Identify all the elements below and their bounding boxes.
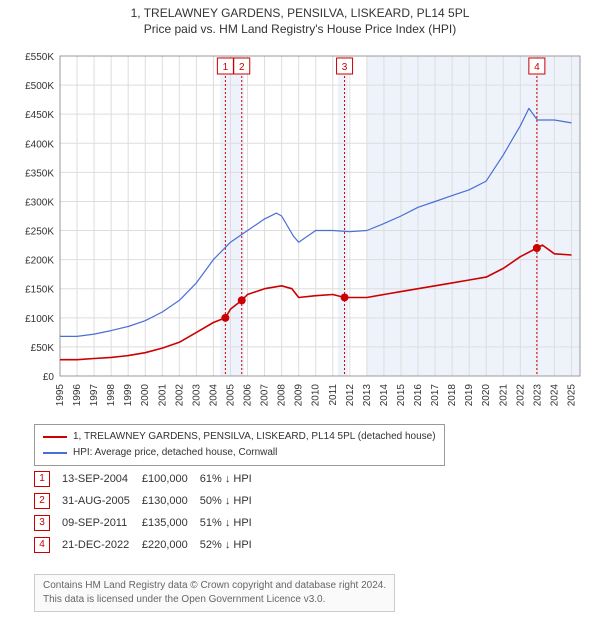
svg-text:2017: 2017: [430, 384, 441, 407]
svg-text:2022: 2022: [515, 384, 526, 407]
svg-text:£50K: £50K: [31, 343, 55, 354]
sale-price: £135,000: [142, 512, 200, 534]
svg-text:1995: 1995: [55, 384, 66, 407]
svg-text:1998: 1998: [106, 384, 117, 407]
sale-delta: 52% ↓ HPI: [200, 534, 264, 556]
svg-text:2009: 2009: [294, 384, 305, 407]
svg-text:2006: 2006: [243, 384, 254, 407]
svg-text:2013: 2013: [362, 384, 373, 407]
svg-text:2016: 2016: [413, 384, 424, 407]
footnote-line2: This data is licensed under the Open Gov…: [43, 593, 386, 607]
legend-label-property: 1, TRELAWNEY GARDENS, PENSILVA, LISKEARD…: [73, 429, 436, 445]
sales-table: 1 13-SEP-2004£100,00061% ↓ HPI 2 31-AUG-200…: [34, 468, 264, 556]
sale-delta: 61% ↓ HPI: [200, 468, 264, 490]
svg-text:2000: 2000: [140, 384, 151, 407]
table-row: 3 09-SEP-2011£135,00051% ↓ HPI: [34, 512, 264, 534]
svg-text:1: 1: [223, 62, 229, 73]
svg-text:4: 4: [534, 62, 540, 73]
sale-date: 13-SEP-2004: [62, 468, 142, 490]
svg-text:2002: 2002: [174, 384, 185, 407]
price-chart: £0 £50K £100K £150K £200K £250K £300K £350K £400…: [10, 46, 590, 416]
svg-text:£150K: £150K: [25, 285, 54, 296]
page-title: 1, TRELAWNEY GARDENS, PENSILVA, LISKEARD…: [0, 6, 600, 20]
svg-text:£350K: £350K: [25, 168, 54, 179]
sale-index-box: 2: [34, 493, 50, 509]
svg-text:2024: 2024: [549, 384, 560, 407]
svg-text:2020: 2020: [481, 384, 492, 407]
sale-price: £220,000: [142, 534, 200, 556]
sale-index-box: 3: [34, 515, 50, 531]
sale-date: 31-AUG-2005: [62, 490, 142, 512]
svg-text:£500K: £500K: [25, 81, 54, 92]
sale-index-box: 4: [34, 537, 50, 553]
svg-text:2010: 2010: [311, 384, 322, 407]
svg-text:2021: 2021: [498, 384, 509, 407]
svg-text:£0: £0: [43, 372, 55, 383]
sale-price: £100,000: [142, 468, 200, 490]
footnote: Contains HM Land Registry data © Crown c…: [34, 574, 395, 612]
svg-text:£450K: £450K: [25, 110, 54, 121]
svg-text:£100K: £100K: [25, 314, 54, 325]
svg-text:2003: 2003: [191, 384, 202, 407]
sale-delta: 50% ↓ HPI: [200, 490, 264, 512]
legend-swatch-property: [43, 436, 67, 438]
svg-text:3: 3: [342, 62, 348, 73]
page-subtitle: Price paid vs. HM Land Registry's House …: [0, 22, 600, 36]
svg-text:2011: 2011: [328, 384, 339, 406]
sale-index-box: 1: [34, 471, 50, 487]
svg-text:2007: 2007: [260, 384, 271, 407]
table-row: 2 31-AUG-2005£130,00050% ↓ HPI: [34, 490, 264, 512]
table-row: 4 21-DEC-2022£220,00052% ↓ HPI: [34, 534, 264, 556]
sale-date: 21-DEC-2022: [62, 534, 142, 556]
svg-text:£550K: £550K: [25, 52, 54, 63]
svg-text:2012: 2012: [345, 384, 356, 407]
svg-text:2: 2: [239, 62, 245, 73]
sale-price: £130,000: [142, 490, 200, 512]
svg-text:2025: 2025: [566, 384, 577, 407]
svg-text:1997: 1997: [89, 384, 100, 407]
sale-date: 09-SEP-2011: [62, 512, 142, 534]
table-row: 1 13-SEP-2004£100,00061% ↓ HPI: [34, 468, 264, 490]
svg-text:2001: 2001: [157, 384, 168, 407]
svg-text:£250K: £250K: [25, 227, 54, 238]
svg-text:2005: 2005: [225, 384, 236, 407]
svg-text:£400K: £400K: [25, 139, 54, 150]
sale-delta: 51% ↓ HPI: [200, 512, 264, 534]
svg-text:2023: 2023: [532, 384, 543, 407]
svg-text:2004: 2004: [208, 384, 219, 407]
svg-text:2018: 2018: [447, 384, 458, 407]
svg-text:2015: 2015: [396, 384, 407, 407]
footnote-line1: Contains HM Land Registry data © Crown c…: [43, 579, 386, 593]
legend-item-property: 1, TRELAWNEY GARDENS, PENSILVA, LISKEARD…: [43, 429, 436, 445]
svg-text:£300K: £300K: [25, 197, 54, 208]
svg-text:2019: 2019: [464, 384, 475, 407]
svg-text:2008: 2008: [277, 384, 288, 407]
legend-label-hpi: HPI: Average price, detached house, Corn…: [73, 445, 277, 461]
svg-text:1996: 1996: [72, 384, 83, 407]
svg-text:£200K: £200K: [25, 256, 54, 267]
svg-text:2014: 2014: [379, 384, 390, 407]
legend-item-hpi: HPI: Average price, detached house, Corn…: [43, 445, 436, 461]
svg-text:1999: 1999: [123, 384, 134, 407]
legend: 1, TRELAWNEY GARDENS, PENSILVA, LISKEARD…: [34, 424, 445, 466]
legend-swatch-hpi: [43, 452, 67, 454]
